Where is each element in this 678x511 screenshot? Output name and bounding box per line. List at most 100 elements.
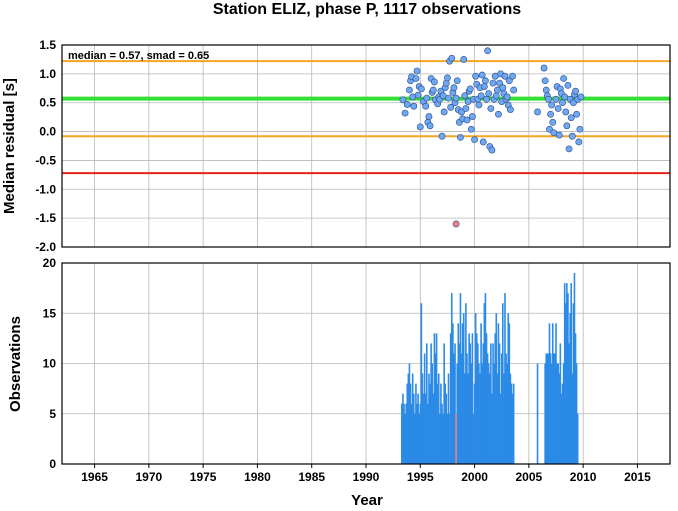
data-point	[447, 103, 455, 111]
data-point	[479, 138, 487, 146]
observation-bar	[454, 343, 456, 464]
data-point	[565, 145, 573, 153]
observation-bar	[571, 373, 574, 464]
observation-bar	[490, 343, 492, 464]
data-point	[483, 95, 490, 103]
x-tick-label: 1970	[136, 470, 163, 484]
observation-bar	[510, 383, 513, 464]
observation-bar	[453, 353, 455, 464]
observation-bar	[549, 353, 552, 464]
observation-bar	[443, 343, 445, 464]
data-point	[463, 116, 471, 124]
data-point	[452, 94, 460, 102]
observation-bar	[553, 353, 555, 464]
y-tick-label: 1.5	[39, 38, 56, 52]
observation-bar	[574, 333, 577, 464]
observation-bar	[474, 313, 477, 464]
observation-bar	[570, 283, 572, 464]
data-point	[563, 122, 571, 130]
observation-bar	[495, 313, 498, 464]
data-point	[488, 146, 496, 154]
observation-bar	[460, 353, 463, 464]
observation-bar	[461, 323, 464, 464]
observation-bar	[472, 413, 475, 464]
data-point	[444, 74, 451, 82]
observation-bar	[447, 373, 450, 464]
observation-bar	[558, 373, 561, 464]
data-point	[445, 94, 452, 102]
y-tick-label: -2.0	[35, 240, 56, 254]
observation-bar	[567, 293, 569, 464]
observation-bar	[473, 383, 476, 464]
observation-bar	[420, 303, 423, 464]
residual-plot-frame	[61, 44, 671, 248]
data-point	[480, 83, 488, 90]
data-point	[505, 77, 513, 85]
year-x-ticks: 1965 1970 1975 1980 1985 1990 1995 2000 2005 2010…	[81, 464, 651, 484]
data-point	[425, 113, 433, 120]
data-point	[540, 64, 548, 72]
data-point	[412, 75, 420, 82]
data-point	[406, 86, 413, 94]
observation-bar	[427, 403, 429, 464]
x-axis-label: Year	[351, 492, 383, 509]
residual-y-ticks: 1.5 1.0 0.5 0.0 -0.5 -1.0 -1.5 -2.0	[35, 38, 56, 254]
observation-bar	[406, 383, 409, 464]
observation-bar	[428, 373, 430, 464]
y-tick-label: -0.5	[35, 153, 56, 167]
observation-bar	[426, 343, 428, 464]
data-point	[534, 108, 541, 116]
data-point	[572, 87, 579, 95]
observation-bar	[416, 403, 418, 464]
observation-bar	[457, 323, 460, 464]
observation-bar	[407, 373, 410, 464]
data-point	[429, 86, 437, 94]
observation-bar	[421, 373, 424, 464]
data-point	[414, 91, 422, 99]
data-point	[555, 131, 563, 139]
observation-bar	[431, 363, 434, 464]
data-point	[423, 94, 431, 102]
observation-bar	[561, 383, 564, 464]
observation-bar	[488, 373, 491, 464]
observation-bar	[562, 363, 565, 464]
observation-bar	[500, 353, 503, 464]
residual-points	[399, 47, 585, 228]
observation-bar	[437, 373, 440, 464]
observation-bar	[485, 333, 488, 464]
highlight-bar	[455, 413, 457, 464]
observation-bar	[456, 363, 458, 464]
data-point	[548, 101, 556, 109]
observation-bar	[434, 353, 437, 464]
data-point	[450, 84, 458, 92]
data-point	[475, 101, 483, 109]
observation-bar	[494, 333, 496, 464]
y-tick-label: 5	[49, 407, 56, 421]
observation-bar	[409, 383, 412, 464]
y-tick-label: 0.5	[39, 96, 56, 110]
observation-bar	[499, 393, 502, 464]
data-point	[564, 82, 572, 89]
observation-bar	[444, 383, 447, 464]
data-point	[560, 75, 567, 82]
data-point	[485, 90, 493, 97]
observation-bar	[422, 393, 425, 464]
data-point	[401, 109, 409, 117]
data-point	[417, 85, 425, 93]
data-point	[453, 77, 461, 85]
observation-bars	[401, 273, 579, 464]
observation-bar	[575, 363, 578, 464]
y-tick-label: 10	[43, 357, 57, 371]
observation-bar	[401, 403, 403, 464]
observation-bar	[559, 343, 562, 464]
observation-bar	[573, 273, 576, 464]
observation-bar	[497, 323, 500, 464]
observation-bar	[569, 313, 571, 464]
data-point	[547, 110, 554, 118]
data-point	[468, 113, 476, 120]
observation-bar	[557, 363, 559, 464]
observation-bar	[405, 403, 407, 464]
data-point	[452, 220, 460, 228]
observation-bar	[481, 363, 483, 464]
